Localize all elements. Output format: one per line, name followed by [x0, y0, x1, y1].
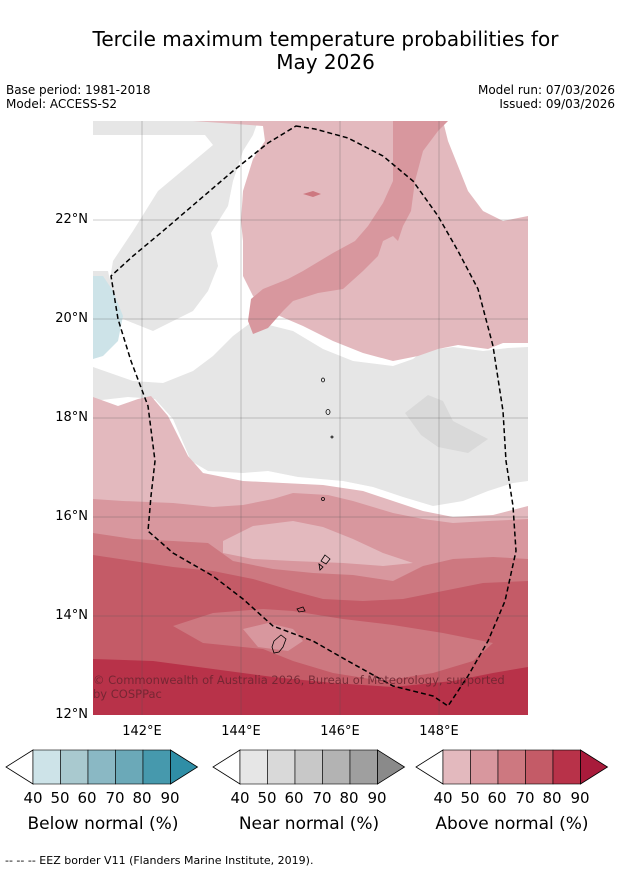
colorbar-below-normal: [5, 749, 199, 785]
colorbar-swatch: [239, 749, 268, 785]
colorbar-swatch: [87, 749, 116, 785]
lat-tick-22: 22°N: [55, 212, 88, 227]
meta-right: Model run: 07/03/2026 Issued: 09/03/2026: [478, 83, 615, 111]
cb-below-label: 60: [77, 789, 97, 807]
colorbar-swatch: [470, 749, 499, 785]
above-80-south: [93, 659, 528, 715]
near-normal-region-west: [93, 121, 258, 331]
colorbar-swatch: [267, 749, 296, 785]
eez-footnote: -- -- -- EEZ border V11 (Flanders Marine…: [5, 854, 314, 867]
cb-near-label: 80: [339, 789, 359, 807]
colorbar-above-title: Above normal (%): [435, 814, 589, 834]
copyright-line-1: © Commonwealth of Australia 2026, Bureau…: [93, 673, 505, 687]
above-40-south-inner: [223, 521, 413, 566]
colorbar-swatch: [115, 749, 144, 785]
colorbar-swatch: [294, 749, 323, 785]
meta-left: Base period: 1981-2018 Model: ACCESS-S2: [6, 83, 151, 111]
map-gridlines: [93, 121, 528, 715]
cb-near-label: 90: [367, 789, 387, 807]
lat-tick-12: 12°N: [55, 707, 88, 722]
above-50-north: [213, 121, 448, 334]
colorbar-swatch: [497, 749, 526, 785]
colorbar-below-title: Below normal (%): [27, 814, 179, 834]
base-period: Base period: 1981-2018: [6, 83, 151, 97]
lon-tick-142: 142°E: [122, 724, 162, 739]
colorbar-near-swatches: [212, 749, 406, 785]
colorbar-swatch: [142, 749, 171, 785]
colorbar-swatch: [552, 749, 581, 785]
cb-below-label: 70: [105, 789, 125, 807]
title-line-1: Tercile maximum temperature probabilitie…: [92, 27, 559, 51]
above-50-southwest-inner: [243, 623, 303, 651]
near-normal-region-central: [93, 321, 528, 506]
above-60-blob: [303, 191, 321, 197]
cb-above-label: 70: [515, 789, 535, 807]
islands: [271, 377, 334, 654]
lat-tick-14: 14°N: [55, 608, 88, 623]
lat-tick-20: 20°N: [55, 311, 88, 326]
colorbar-swatch: [349, 749, 378, 785]
model-run: Model run: 07/03/2026: [477, 83, 615, 97]
colorbar-max-arrow: [580, 749, 609, 785]
cb-above-label: 80: [542, 789, 562, 807]
colorbar-swatch: [32, 749, 61, 785]
colorbar-min-arrow: [5, 749, 34, 785]
lon-tick-146: 146°E: [320, 724, 360, 739]
cb-below-label: 80: [132, 789, 152, 807]
lat-tick-16: 16°N: [55, 509, 88, 524]
below-normal-patch: [93, 276, 123, 359]
model-name: Model: ACCESS-S2: [6, 97, 118, 111]
colorbar-swatch: [60, 749, 89, 785]
above-40-northeast-white: [443, 121, 528, 221]
colorbar-max-arrow: [170, 749, 199, 785]
colorbar-min-arrow: [212, 749, 241, 785]
lon-tick-144: 144°E: [221, 724, 261, 739]
lat-tick-18: 18°N: [55, 410, 88, 425]
cb-below-label: 90: [160, 789, 180, 807]
probability-map: [93, 121, 528, 715]
colorbar-above-swatches: [415, 749, 609, 785]
eez-border: [110, 125, 517, 708]
colorbar-max-arrow: [377, 749, 406, 785]
cb-near-label: 40: [230, 789, 250, 807]
map-title: Tercile maximum temperature probabilitie…: [0, 28, 621, 74]
cb-near-label: 60: [284, 789, 304, 807]
colorbar-swatch: [322, 749, 351, 785]
cb-above-label: 50: [460, 789, 480, 807]
cb-above-label: 60: [487, 789, 507, 807]
cb-below-label: 40: [23, 789, 43, 807]
cb-above-label: 40: [433, 789, 453, 807]
near-normal-darker-patch: [405, 395, 488, 453]
colorbar-swatch: [442, 749, 471, 785]
cb-near-label: 50: [257, 789, 277, 807]
colorbar-near-normal: [212, 749, 406, 785]
colorbar-below-swatches: [5, 749, 199, 785]
copyright-notice: © Commonwealth of Australia 2026, Bureau…: [93, 673, 513, 701]
cb-below-label: 50: [50, 789, 70, 807]
cb-above-label: 90: [570, 789, 590, 807]
title-line-2: May 2026: [276, 50, 375, 74]
colorbar-above-normal: [415, 749, 609, 785]
issued-date: Issued: 09/03/2026: [499, 97, 615, 111]
colorbar-swatch: [525, 749, 554, 785]
cb-near-label: 70: [312, 789, 332, 807]
lon-tick-148: 148°E: [419, 724, 459, 739]
copyright-line-2: by COSPPac: [93, 687, 162, 701]
colorbar-min-arrow: [415, 749, 444, 785]
colorbar-near-title: Near normal (%): [238, 814, 380, 834]
